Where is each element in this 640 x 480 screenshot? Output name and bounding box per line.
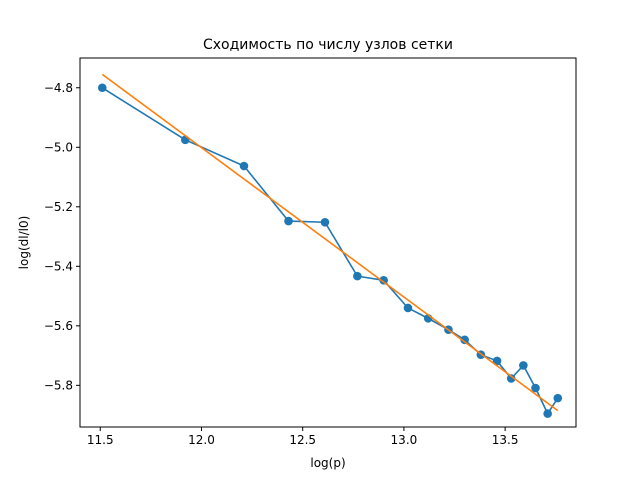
series-0-point — [97, 83, 107, 93]
series-0-point — [353, 271, 362, 281]
series-0-point — [379, 275, 388, 285]
series-0-point — [553, 393, 563, 403]
series-0-point — [284, 216, 293, 226]
series-0-point — [531, 383, 540, 393]
y-tick-label: −5.4 — [44, 259, 73, 273]
series-0-point — [180, 135, 190, 145]
series-layer — [97, 73, 563, 418]
series-0-point — [543, 409, 552, 418]
series-0-point — [519, 361, 528, 370]
series-0-point — [403, 303, 413, 313]
y-axis-label: log(dl/l0) — [17, 216, 31, 270]
chart-title: Сходимость по числу узлов сетки — [203, 37, 453, 53]
x-tick-label: 12.5 — [289, 433, 316, 447]
series-1-line — [101, 73, 559, 412]
x-axis-ticks: 11.5 12.0 12.5 13.0 13.5 — [87, 427, 519, 447]
y-tick-label: −5.6 — [44, 319, 73, 333]
x-axis-label: log(p) — [310, 456, 345, 470]
y-tick-label: −5.2 — [44, 200, 73, 214]
series-0-point — [460, 335, 469, 345]
series-0-point — [320, 217, 330, 227]
x-tick-label: 11.5 — [87, 433, 114, 447]
series-0-point — [239, 161, 249, 171]
axes-frame — [79, 57, 577, 428]
y-tick-label: −5.8 — [44, 378, 73, 392]
y-axis-ticks: −4.8 −5.0 −5.2 −5.4 −5.6 −5.8 — [44, 81, 80, 392]
series-0-point — [492, 356, 502, 366]
series-0-point — [506, 374, 516, 383]
x-tick-label: 12.0 — [188, 433, 215, 447]
x-tick-label: 13.0 — [391, 433, 418, 447]
y-tick-label: −4.8 — [44, 81, 73, 95]
y-tick-label: −5.0 — [44, 140, 73, 154]
x-tick-label: 13.5 — [492, 433, 519, 447]
